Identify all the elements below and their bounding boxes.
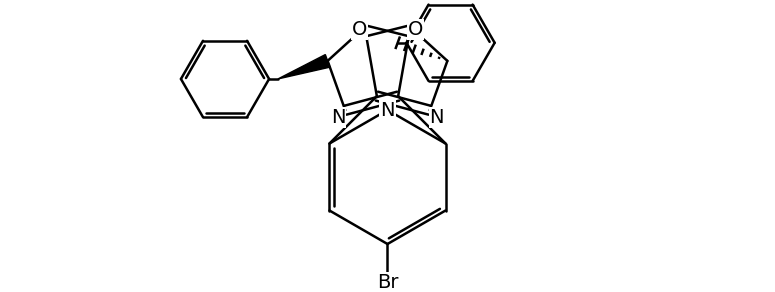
Text: N: N [331,108,346,127]
Polygon shape [278,55,330,79]
Text: Br: Br [377,273,398,292]
Text: O: O [408,20,423,39]
Text: N: N [429,108,444,127]
Text: N: N [381,100,394,119]
Text: O: O [352,20,367,39]
